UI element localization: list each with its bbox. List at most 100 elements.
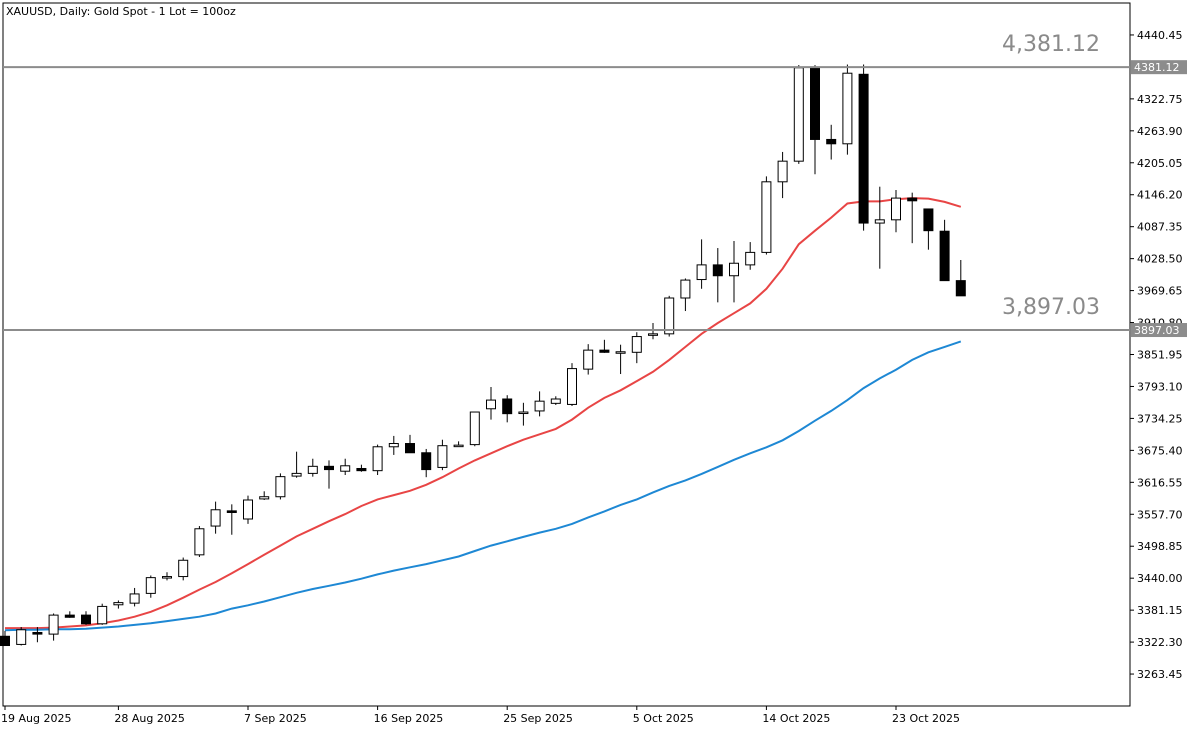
x-tick-label: 7 Sep 2025 bbox=[244, 712, 307, 725]
candle[interactable] bbox=[129, 587, 140, 607]
candle-body-bullish bbox=[388, 443, 399, 448]
candle-body-bullish bbox=[340, 465, 351, 472]
candle[interactable] bbox=[615, 344, 626, 375]
candle[interactable] bbox=[388, 435, 399, 455]
candle-body-bullish bbox=[259, 496, 270, 500]
candle[interactable] bbox=[178, 557, 189, 581]
y-tick-label: 3498.85 bbox=[1137, 540, 1183, 553]
candle[interactable] bbox=[648, 322, 658, 340]
candle[interactable] bbox=[567, 363, 577, 407]
candle[interactable] bbox=[81, 611, 91, 625]
candle[interactable] bbox=[405, 434, 415, 454]
candle[interactable] bbox=[340, 458, 351, 476]
candle-body-bullish bbox=[631, 336, 642, 353]
candle[interactable] bbox=[891, 189, 901, 233]
candle[interactable] bbox=[858, 64, 869, 231]
candle-body-bullish bbox=[729, 262, 739, 277]
candle[interactable] bbox=[145, 575, 156, 598]
y-tick-label: 3381.15 bbox=[1137, 604, 1183, 617]
level-price-badge bbox=[1131, 60, 1187, 75]
candle-body-bullish bbox=[307, 465, 318, 474]
candle-body-bullish bbox=[437, 445, 448, 468]
candle-body-bearish bbox=[0, 635, 10, 647]
candle-body-bullish bbox=[453, 444, 464, 448]
candle[interactable] bbox=[226, 504, 237, 535]
candle[interactable] bbox=[712, 248, 723, 303]
y-tick-label: 3793.10 bbox=[1137, 380, 1183, 393]
candle[interactable] bbox=[48, 613, 59, 641]
candle[interactable] bbox=[680, 278, 691, 312]
candle-body-bullish bbox=[291, 472, 302, 477]
moving-average-fast-line bbox=[5, 197, 962, 630]
candle[interactable] bbox=[923, 208, 934, 250]
candle-body-bullish bbox=[48, 614, 59, 635]
candle[interactable] bbox=[16, 627, 27, 646]
candle-body-bearish bbox=[81, 614, 91, 625]
candle-body-bullish bbox=[550, 398, 561, 404]
candle-body-bullish bbox=[194, 528, 205, 556]
candle-body-bullish bbox=[97, 605, 108, 625]
candle[interactable] bbox=[97, 603, 108, 625]
candle[interactable] bbox=[324, 460, 334, 489]
candle-body-bullish bbox=[793, 67, 804, 162]
candle[interactable] bbox=[761, 176, 772, 255]
candle[interactable] bbox=[745, 242, 756, 270]
candle[interactable] bbox=[113, 600, 124, 609]
candle[interactable] bbox=[0, 630, 10, 647]
candle-body-bullish bbox=[842, 72, 853, 145]
candle[interactable] bbox=[907, 192, 918, 244]
candle[interactable] bbox=[631, 332, 642, 364]
candle-body-bullish bbox=[615, 351, 626, 354]
candle-body-bullish bbox=[113, 602, 124, 606]
candle[interactable] bbox=[64, 611, 75, 618]
candle[interactable] bbox=[453, 441, 464, 448]
candle[interactable] bbox=[955, 259, 966, 297]
candle[interactable] bbox=[939, 219, 950, 282]
candle[interactable] bbox=[518, 402, 529, 426]
candle[interactable] bbox=[194, 526, 205, 558]
candle[interactable] bbox=[421, 448, 432, 478]
candle[interactable] bbox=[502, 395, 513, 423]
candle[interactable] bbox=[874, 186, 885, 269]
candle[interactable] bbox=[826, 124, 837, 160]
level-price-badge-label: 4381.12 bbox=[1134, 61, 1180, 74]
candle[interactable] bbox=[486, 387, 496, 420]
candle[interactable] bbox=[583, 344, 594, 375]
candle[interactable] bbox=[534, 391, 545, 417]
candle-body-bullish bbox=[891, 197, 901, 221]
candle-body-bullish bbox=[372, 446, 383, 472]
candle[interactable] bbox=[729, 240, 739, 303]
y-tick-label: 4322.75 bbox=[1137, 93, 1183, 106]
candle[interactable] bbox=[32, 627, 43, 643]
candle-body-bearish bbox=[421, 452, 432, 471]
candle[interactable] bbox=[210, 501, 221, 534]
candle[interactable] bbox=[777, 151, 788, 199]
candle-body-bullish bbox=[745, 251, 756, 266]
level-price-badge-label: 3897.03 bbox=[1134, 324, 1180, 337]
candle-body-bearish bbox=[599, 349, 610, 353]
candle[interactable] bbox=[356, 464, 367, 472]
candle[interactable] bbox=[243, 495, 253, 524]
candle[interactable] bbox=[275, 473, 286, 500]
candle[interactable] bbox=[550, 396, 561, 405]
candle-body-bullish bbox=[210, 509, 221, 527]
candle[interactable] bbox=[842, 64, 853, 155]
candle[interactable] bbox=[469, 411, 480, 447]
candle[interactable] bbox=[259, 491, 270, 500]
candle[interactable] bbox=[291, 451, 302, 478]
candle[interactable] bbox=[793, 65, 804, 164]
candle[interactable] bbox=[372, 444, 383, 476]
candle-body-bullish bbox=[583, 349, 594, 370]
candle[interactable] bbox=[696, 239, 707, 289]
level-price-label: 3,897.03 bbox=[1002, 295, 1100, 320]
candle-body-bearish bbox=[826, 138, 837, 145]
candle[interactable] bbox=[437, 439, 448, 471]
candle[interactable] bbox=[599, 339, 610, 353]
candle-body-bullish bbox=[469, 411, 480, 446]
x-tick-label: 5 Oct 2025 bbox=[633, 712, 694, 725]
y-tick-label: 3322.30 bbox=[1137, 636, 1183, 649]
candle[interactable] bbox=[162, 572, 172, 581]
candle[interactable] bbox=[307, 458, 318, 477]
